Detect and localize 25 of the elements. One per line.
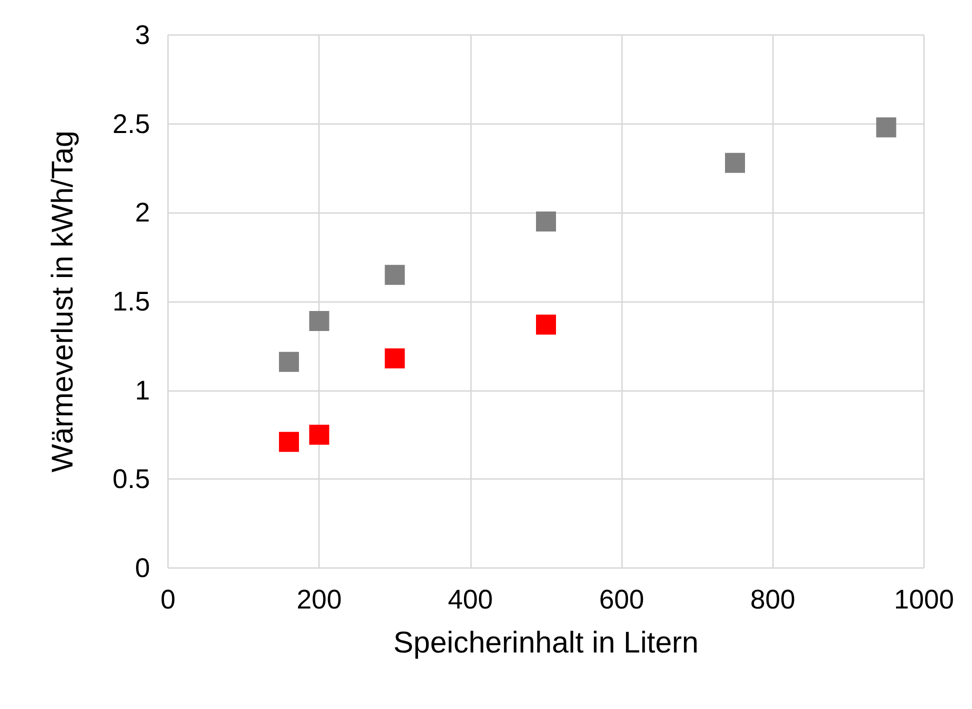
x-tick-label: 0 [160,584,176,614]
x-axis-title: Speicherinhalt in Litern [393,626,699,660]
point [876,117,896,138]
x-tick-label: 400 [448,584,493,614]
y-axis-title: Wärmeverlust in kWh/Tag [46,130,80,472]
y-tick-label: 0.5 [112,464,150,494]
x-tick-label: 1000 [894,584,954,614]
y-tick-label: 3 [134,20,150,50]
point [384,348,405,368]
point [278,432,299,452]
x-tick-label: 800 [750,584,796,614]
x-tick-label: 600 [599,584,644,614]
x-tick-label: 200 [296,584,342,614]
point [309,424,330,445]
point [536,212,556,232]
y-tick-label: 1.5 [112,286,150,316]
point [384,264,405,285]
point [278,352,299,372]
point [536,314,556,335]
y-tick-label: 1 [134,375,150,406]
point [725,152,745,173]
y-tick-label: 2.5 [112,108,150,139]
point [309,311,330,332]
y-tick-label: 0 [134,553,150,583]
y-tick-label: 2 [134,198,150,228]
